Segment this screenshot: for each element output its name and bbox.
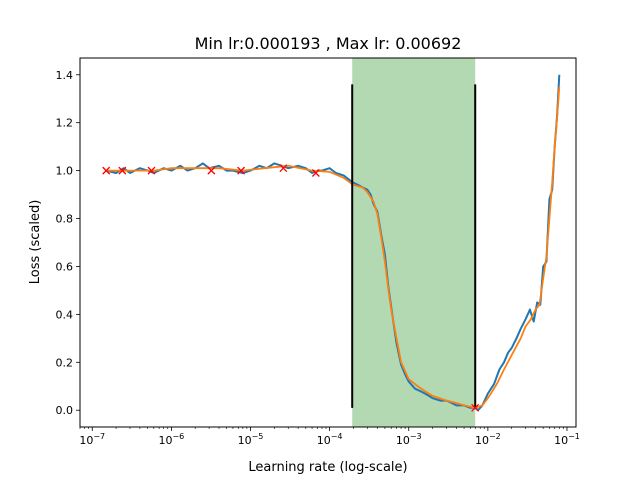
data-point-marker — [147, 166, 156, 175]
highlight-region — [352, 58, 476, 427]
data-point-marker — [207, 166, 216, 175]
series-line-smoothed — [106, 86, 561, 409]
x-axis-label: Learning rate (log-scale) — [248, 460, 407, 475]
y-tick-label: 0.4 — [56, 308, 74, 321]
x-tick-label: 10−4 — [317, 432, 343, 447]
y-axis-label: Loss (scaled) — [28, 200, 43, 285]
data-point-marker — [471, 403, 480, 412]
marker-stroke — [471, 403, 480, 412]
data-point-marker — [279, 164, 288, 173]
data-point-marker — [102, 166, 111, 175]
marker-stroke — [147, 166, 156, 175]
x-tick-label: 10−2 — [475, 432, 501, 447]
plot-area — [102, 58, 561, 427]
data-point-marker — [237, 166, 246, 175]
y-tick-label: 1.0 — [56, 165, 74, 178]
marker-stroke — [311, 169, 320, 177]
y-axis-ticks: 0.0 0.2 0.4 0.6 0.8 1.0 1.2 1.4 — [56, 69, 80, 417]
marker-stroke — [102, 166, 111, 175]
x-tick-label: 10−3 — [396, 432, 422, 447]
x-tick-label: 10−5 — [238, 432, 264, 447]
x-tick-label: 10−7 — [79, 432, 105, 447]
x-tick-label: 10−1 — [554, 432, 580, 447]
series-line-raw — [105, 74, 561, 412]
y-tick-label: 1.2 — [56, 117, 74, 130]
marker-stroke — [118, 166, 127, 175]
data-point-marker — [118, 166, 127, 175]
y-tick-label: 1.4 — [56, 69, 74, 82]
marker-stroke — [279, 164, 288, 173]
axes-frame — [79, 57, 577, 428]
marker-stroke — [237, 166, 246, 175]
x-tick-label: 10−6 — [158, 432, 184, 447]
marker-stroke — [207, 166, 216, 175]
data-point-marker — [311, 169, 320, 177]
y-tick-label: 0.2 — [56, 356, 74, 369]
y-tick-label: 0.0 — [56, 404, 74, 417]
y-tick-label: 0.6 — [56, 260, 74, 273]
chart-title: Min lr:0.000193 , Max lr: 0.00692 — [195, 34, 462, 53]
y-tick-label: 0.8 — [56, 213, 74, 226]
x-axis-ticks: 10−7 10−6 10−5 10−4 10−3 10−2 10−1 — [79, 427, 580, 447]
